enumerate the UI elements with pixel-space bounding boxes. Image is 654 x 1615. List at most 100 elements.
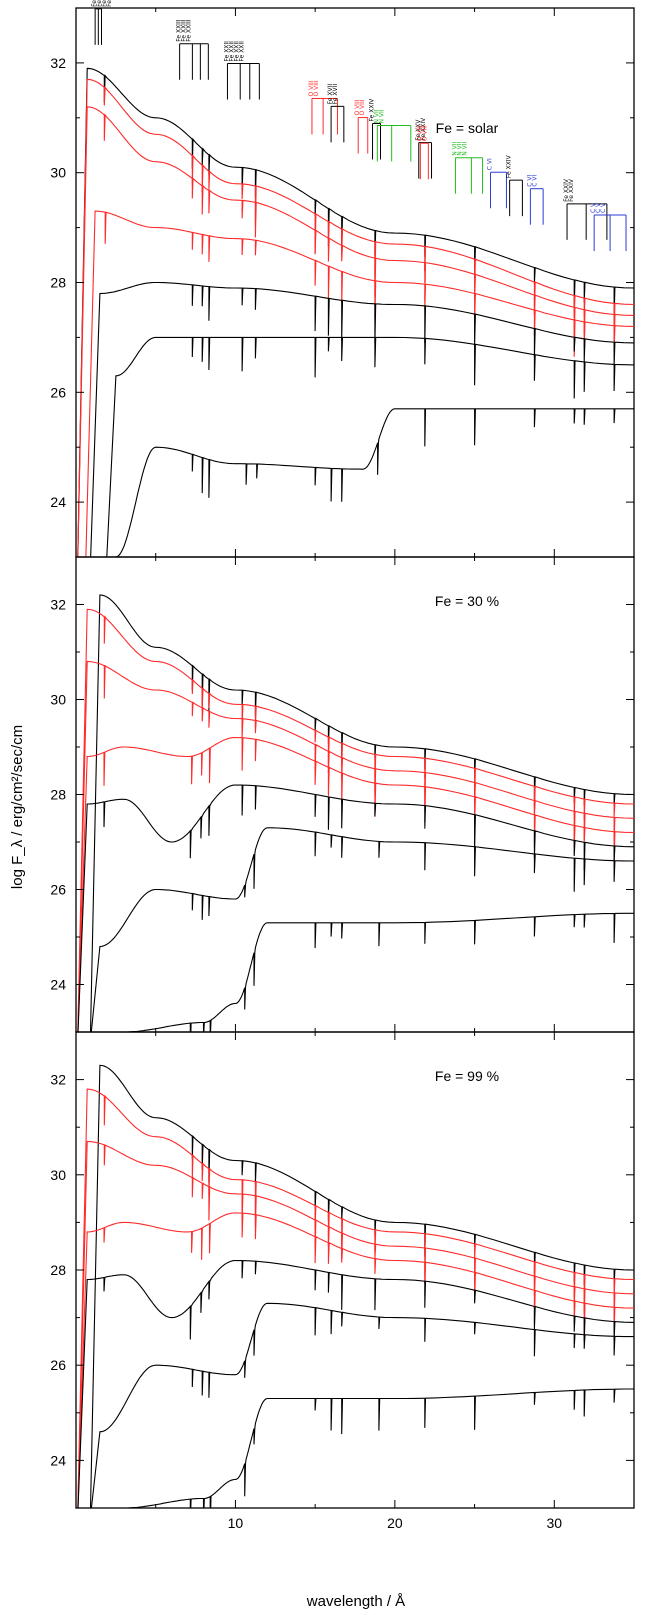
ion-label: Fe XXIV	[568, 178, 575, 202]
spectrum-line	[77, 1088, 634, 1508]
ion-label: Fe XVII	[332, 84, 339, 105]
spectrum-line	[77, 784, 634, 1032]
spectrum-line	[77, 736, 634, 1032]
spectrum-line	[77, 78, 634, 557]
ion-label: O VIII	[421, 125, 428, 141]
ion-label: Fe XXIV	[106, 0, 113, 7]
ion-label: Fe XVII	[327, 84, 334, 105]
y-tick-label: 30	[50, 165, 66, 181]
x-axis-title: wavelength / Å	[306, 1593, 405, 1610]
spectrum-line	[90, 827, 634, 1032]
y-tick-label: 24	[50, 494, 66, 510]
line-id-group: Fe XXIV	[369, 98, 382, 160]
x-tick-label: 10	[228, 1515, 244, 1531]
spectrum-line	[115, 408, 634, 557]
ion-label: C VI	[487, 158, 494, 170]
line-id-group: C VC VC V	[590, 202, 627, 252]
line-id-group: C VIC VI	[526, 174, 544, 225]
ion-label: N VII	[461, 141, 468, 155]
spectrum-line	[123, 912, 634, 1032]
ion-label: Fe XXIV	[563, 178, 570, 202]
spectra-group	[77, 67, 634, 557]
panel-label: Fe = solar	[436, 120, 499, 136]
panel-label: Fe = 99 %	[435, 1068, 499, 1084]
y-tick-label: 30	[50, 1167, 66, 1183]
spectrum-line	[90, 1302, 634, 1508]
ion-label: C V	[600, 202, 607, 213]
y-tick-label: 30	[50, 692, 66, 708]
ion-label: N VII	[373, 109, 380, 123]
ion-label: N VII	[451, 141, 458, 155]
y-tick-label: 24	[50, 1452, 66, 1468]
y-tick-label: 28	[50, 275, 66, 291]
ion-label: O VIII	[416, 125, 423, 141]
spectrum-line	[106, 336, 634, 557]
y-tick-label: 32	[50, 597, 66, 613]
y-tick-label: 26	[50, 384, 66, 400]
ion-label: O VIII	[354, 99, 361, 115]
ion-label: O VIII	[359, 99, 366, 115]
ion-label: O VIII	[313, 80, 320, 96]
panel-frame	[75, 1031, 635, 1509]
ion-label: Fe XXIII	[176, 19, 183, 41]
y-tick-label: 24	[50, 977, 66, 993]
ion-label: Fe XXIV	[101, 0, 108, 7]
ion-label: Fe XXII	[233, 41, 240, 62]
spectrum-line	[77, 1140, 634, 1508]
line-id-group: C VI	[487, 158, 507, 209]
spectrum-line	[90, 281, 634, 557]
ion-label: Fe XXII	[228, 41, 235, 62]
y-tick-label: 32	[50, 1072, 66, 1088]
y-tick-label: 28	[50, 787, 66, 803]
ion-label: O VIII	[308, 80, 315, 96]
spectrum-line	[77, 67, 634, 557]
spectra-group	[77, 1064, 634, 1508]
panel-2: 24 26 28 30 32 Fe = 30 %	[50, 556, 635, 1033]
spectrum-line	[77, 660, 634, 1032]
y-tick-label: 28	[50, 1262, 66, 1278]
ion-label: Fe XXIV	[91, 0, 98, 7]
spectrum-line	[77, 1259, 634, 1508]
x-tick-label: 30	[546, 1515, 562, 1531]
x-tick-label: 20	[387, 1515, 403, 1531]
spectrum-line	[123, 1388, 634, 1508]
ion-label: Fe XXIII	[181, 19, 188, 41]
spectrum-line	[77, 608, 634, 1032]
spectrum-line	[89, 1064, 634, 1508]
spectrum-line	[77, 1212, 634, 1508]
ion-label: C V	[590, 202, 597, 213]
spectra-group	[77, 594, 634, 1032]
ion-label: C VI	[531, 174, 538, 186]
ion-label: Fe XXV	[415, 119, 422, 141]
ion-label: C VI	[526, 174, 533, 186]
y-tick-label: 32	[50, 55, 66, 71]
panel-label: Fe = 30 %	[435, 593, 499, 609]
ion-label: Fe XXII	[223, 41, 230, 62]
ion-label: N VII	[456, 141, 463, 155]
ion-label: Fe XXIV	[96, 0, 103, 7]
ion-label: Fe XXIV	[506, 154, 513, 178]
ion-label: Fe XXIV	[420, 117, 427, 141]
ion-label: Fe XXIII	[186, 19, 193, 41]
ion-label: Fe XXII	[238, 41, 245, 62]
spectrum-line	[89, 594, 634, 1032]
y-tick-label: 26	[50, 882, 66, 898]
ion-label: C V	[595, 202, 602, 213]
y-axis-title: log F_λ / erg/cm²/sec/cm	[9, 725, 26, 889]
line-id-group: Fe XXIV	[506, 154, 523, 217]
spectrum-line	[85, 210, 634, 557]
